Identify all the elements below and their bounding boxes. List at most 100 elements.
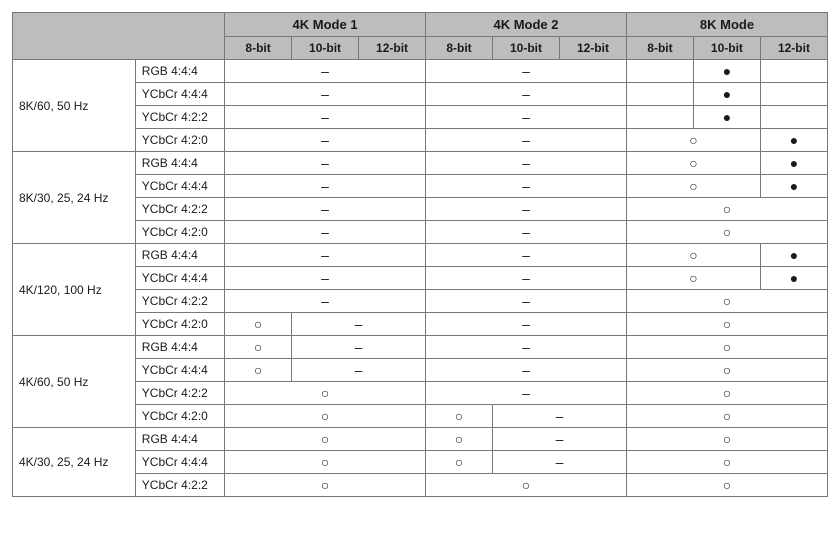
bit-header: 12-bit [359,37,426,60]
support-cell: ● [760,152,827,175]
format-label: YCbCr 4:2:2 [135,382,224,405]
support-cell [626,83,693,106]
bit-header: 10-bit [693,37,760,60]
table-row: 8K/60, 50 HzRGB 4:4:4––● [13,60,828,83]
support-cell: – [225,152,426,175]
support-cell: – [426,106,627,129]
support-cell: ○ [225,336,292,359]
support-cell [626,60,693,83]
format-label: YCbCr 4:4:4 [135,267,224,290]
format-label: YCbCr 4:2:2 [135,474,224,497]
support-cell: – [426,244,627,267]
table-row: YCbCr 4:2:2––● [13,106,828,129]
support-cell [760,83,827,106]
support-cell: ○ [626,221,827,244]
support-cell: ○ [626,129,760,152]
support-cell: ○ [626,313,827,336]
format-label: YCbCr 4:4:4 [135,83,224,106]
format-label: YCbCr 4:2:0 [135,129,224,152]
support-cell: ○ [225,428,426,451]
support-cell: – [225,267,426,290]
format-label: RGB 4:4:4 [135,60,224,83]
table-row: YCbCr 4:4:4○––○ [13,359,828,382]
support-cell: ○ [626,428,827,451]
support-cell: ○ [225,405,426,428]
support-cell: ○ [626,474,827,497]
support-cell: – [225,129,426,152]
support-cell: – [426,221,627,244]
format-label: YCbCr 4:2:0 [135,313,224,336]
support-cell: ○ [626,175,760,198]
support-cell [626,106,693,129]
support-cell: – [225,290,426,313]
support-cell: ○ [426,451,493,474]
support-cell: – [426,359,627,382]
support-cell: ○ [225,359,292,382]
bit-header: 12-bit [559,37,626,60]
support-cell: – [493,405,627,428]
bit-header: 10-bit [493,37,560,60]
support-cell: ○ [225,313,292,336]
support-cell: ○ [225,451,426,474]
corner-header [13,13,225,60]
format-label: YCbCr 4:2:0 [135,405,224,428]
mode-header: 4K Mode 1 [225,13,426,37]
support-cell: – [292,336,426,359]
format-label: YCbCr 4:2:0 [135,221,224,244]
support-cell: – [225,244,426,267]
table-row: 4K/30, 25, 24 HzRGB 4:4:4○○–○ [13,428,828,451]
support-cell: ○ [426,474,627,497]
bit-header: 8-bit [626,37,693,60]
format-label: YCbCr 4:2:2 [135,198,224,221]
support-cell: – [426,267,627,290]
resolution-label: 4K/60, 50 Hz [13,336,136,428]
support-cell: ○ [626,152,760,175]
support-cell: – [426,175,627,198]
support-cell: – [225,221,426,244]
support-cell: – [426,198,627,221]
support-cell: ○ [626,244,760,267]
support-cell: – [426,83,627,106]
support-cell: ○ [626,336,827,359]
support-cell: ○ [626,405,827,428]
bit-header: 10-bit [292,37,359,60]
table-row: YCbCr 4:2:2○○○ [13,474,828,497]
compatibility-table: 4K Mode 1 4K Mode 2 8K Mode 8-bit10-bit1… [12,12,828,497]
support-cell: ● [693,83,760,106]
resolution-label: 4K/30, 25, 24 Hz [13,428,136,497]
support-cell: ○ [225,474,426,497]
table-row: YCbCr 4:4:4––● [13,83,828,106]
support-cell: – [426,336,627,359]
support-cell: ○ [426,428,493,451]
table-row: YCbCr 4:4:4––○● [13,267,828,290]
support-cell: – [426,290,627,313]
support-cell [760,60,827,83]
support-cell: ● [760,267,827,290]
bit-header: 12-bit [760,37,827,60]
support-cell: – [292,313,426,336]
support-cell: – [225,60,426,83]
support-cell: ● [693,60,760,83]
table-row: YCbCr 4:2:2––○ [13,198,828,221]
mode-header: 4K Mode 2 [426,13,627,37]
table-header: 4K Mode 1 4K Mode 2 8K Mode 8-bit10-bit1… [13,13,828,60]
format-label: YCbCr 4:4:4 [135,175,224,198]
support-cell: ○ [626,267,760,290]
support-cell: ○ [426,405,493,428]
support-cell: – [225,175,426,198]
format-label: YCbCr 4:2:2 [135,106,224,129]
support-cell: ● [693,106,760,129]
support-cell: ○ [626,451,827,474]
support-cell: ○ [626,198,827,221]
support-cell: – [426,382,627,405]
support-cell: ● [760,244,827,267]
table-row: YCbCr 4:4:4○○–○ [13,451,828,474]
bit-header: 8-bit [225,37,292,60]
mode-header-row: 4K Mode 1 4K Mode 2 8K Mode [13,13,828,37]
bit-header: 8-bit [426,37,493,60]
support-cell: – [426,60,627,83]
mode-header: 8K Mode [626,13,827,37]
support-cell: ○ [626,290,827,313]
format-label: YCbCr 4:2:2 [135,290,224,313]
resolution-label: 8K/60, 50 Hz [13,60,136,152]
